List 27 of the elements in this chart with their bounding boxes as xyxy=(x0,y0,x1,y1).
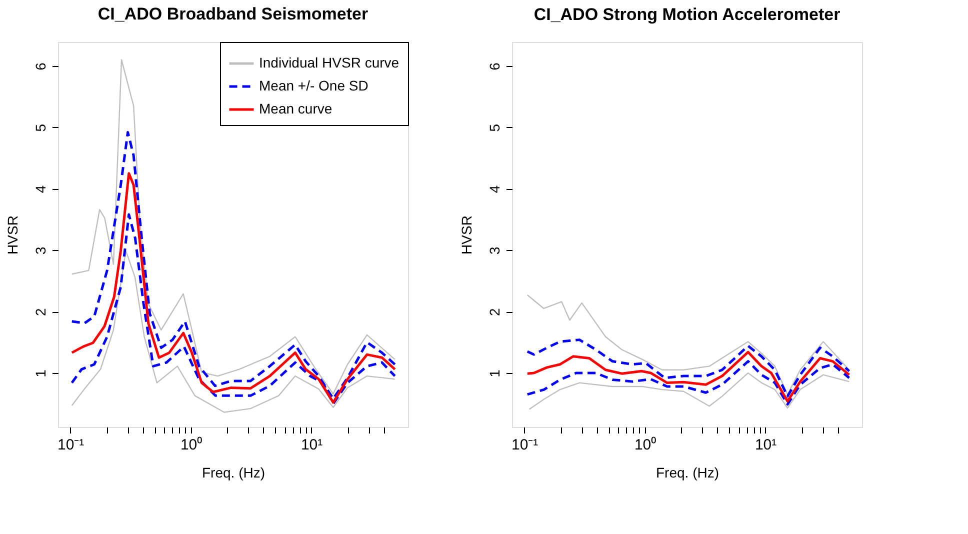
y-axis-title: HVSR xyxy=(458,216,474,254)
chart-title: CI_ADO Strong Motion Accelerometer xyxy=(534,5,841,24)
y-axis-title: HVSR xyxy=(4,216,20,254)
x-tick-label: 10⁰ xyxy=(634,436,656,454)
legend-label: Mean curve xyxy=(259,100,332,116)
x-tick-label: 10¹ xyxy=(754,436,777,454)
y-tick-label: 1 xyxy=(32,369,48,378)
y-tick-label: 2 xyxy=(486,308,502,316)
x-axis-title: Freq. (Hz) xyxy=(656,464,719,480)
y-tick-label: 2 xyxy=(32,308,48,316)
legend-label: Individual HVSR curve xyxy=(259,54,400,70)
x-tick-label: 10⁰ xyxy=(180,436,202,454)
legend-label: Mean +/- One SD xyxy=(259,78,368,94)
chart-title: CI_ADO Broadband Seismometer xyxy=(98,4,368,24)
y-tick-label: 1 xyxy=(486,369,502,378)
y-tick-label: 3 xyxy=(32,246,48,255)
y-tick-label: 3 xyxy=(486,246,502,255)
x-tick-label: 10¹ xyxy=(300,436,323,454)
y-tick-label: 5 xyxy=(32,124,48,132)
x-tick-label: 10⁻¹ xyxy=(511,436,538,454)
y-tick-label: 6 xyxy=(32,62,48,70)
y-tick-label: 4 xyxy=(486,185,502,194)
y-tick-label: 6 xyxy=(486,62,502,70)
x-tick-label: 10⁻¹ xyxy=(57,436,84,454)
y-tick-label: 5 xyxy=(486,124,502,132)
y-tick-label: 4 xyxy=(32,185,48,194)
x-axis-title: Freq. (Hz) xyxy=(202,464,265,480)
